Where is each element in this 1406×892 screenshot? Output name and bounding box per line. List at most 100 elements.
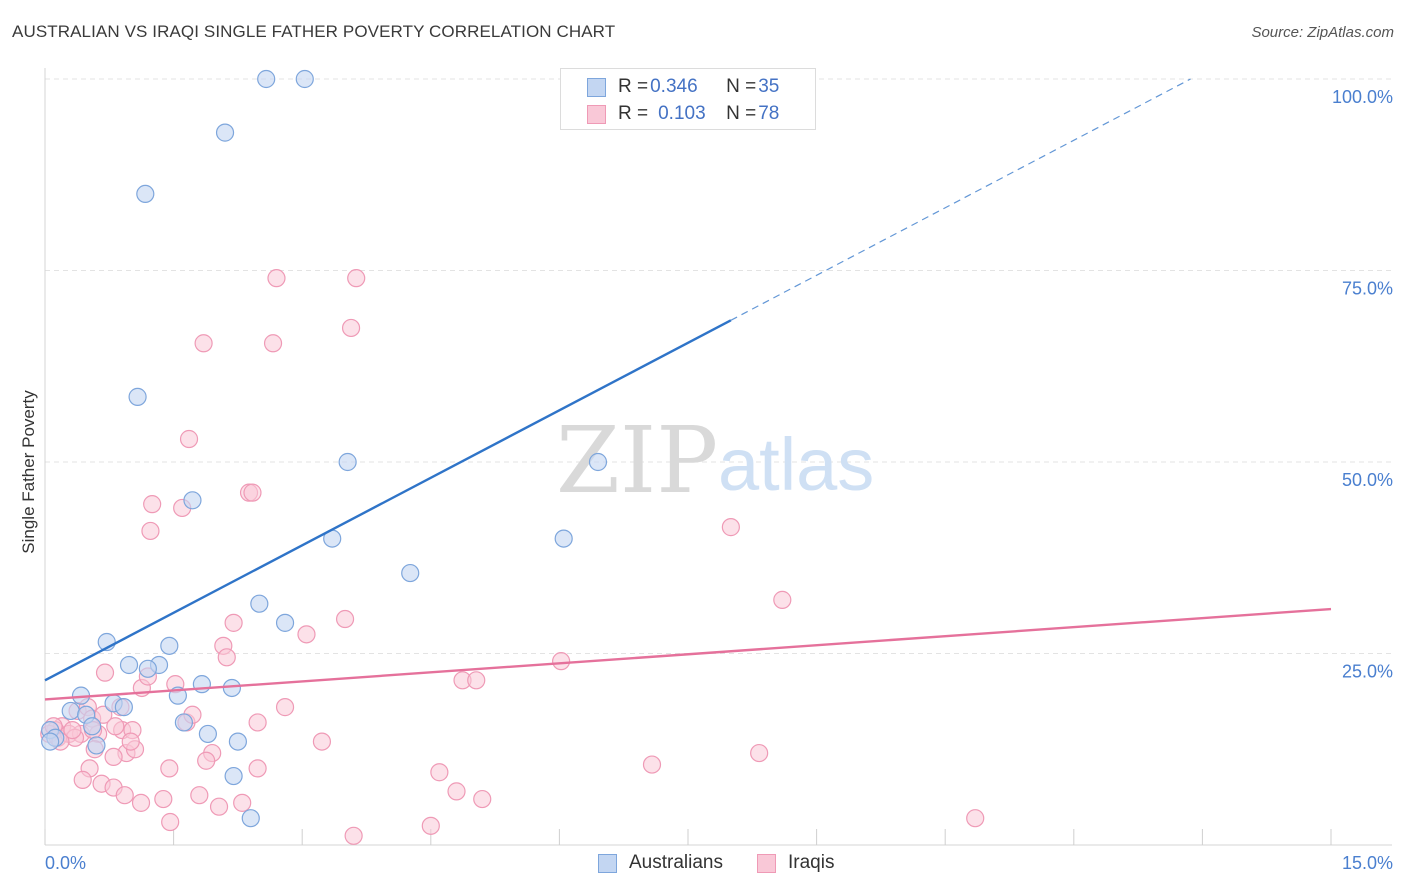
gridlines xyxy=(45,78,1392,654)
iraqis-swatch xyxy=(587,104,606,124)
australian-point xyxy=(295,69,314,89)
r-label: R = xyxy=(618,76,649,97)
stats-legend: R = 0.346 N = 35 R = 0.103 N = 78 xyxy=(560,68,816,130)
australian-point xyxy=(222,678,241,698)
r-label: R = xyxy=(618,103,649,124)
iraqi-point xyxy=(248,759,267,778)
iraqi-point xyxy=(552,652,571,671)
australian-point xyxy=(136,184,155,203)
legend-item-australians[interactable]: Australians xyxy=(598,852,723,874)
australian-point xyxy=(224,766,243,786)
australian-point xyxy=(215,123,235,142)
iraqi-point xyxy=(966,809,985,828)
iraqis-trend-line xyxy=(44,607,1332,701)
y-tick-label: 50.0% xyxy=(1342,470,1393,490)
australian-point xyxy=(241,809,260,828)
iraqi-point xyxy=(217,648,236,667)
n-label: N = xyxy=(726,103,757,124)
stats-row-australians: R = 0.346 N = 35 xyxy=(587,75,779,99)
n-value: 35 xyxy=(758,76,780,97)
iraqi-point xyxy=(197,751,216,770)
iraqi-point xyxy=(421,816,440,835)
iraqi-point xyxy=(473,789,492,809)
iraqi-point xyxy=(335,609,355,629)
australian-point xyxy=(192,675,211,694)
iraqi-point xyxy=(141,521,160,541)
iraqi-point xyxy=(447,782,466,801)
australian-point xyxy=(338,452,357,472)
iraqi-point xyxy=(773,590,792,609)
iraqi-point xyxy=(233,793,252,812)
iraqi-point xyxy=(104,747,123,767)
iraqi-point xyxy=(161,812,180,832)
r-value: 0.346 xyxy=(650,76,698,97)
watermark: ZIP atlas xyxy=(556,407,874,514)
australian-point xyxy=(138,659,157,678)
y-axis-label: Single Father Poverty xyxy=(19,390,38,554)
australian-point xyxy=(554,529,573,548)
iraqi-point xyxy=(341,318,361,338)
australian-point xyxy=(83,717,102,736)
iraqi-point xyxy=(143,495,162,514)
iraqi-point xyxy=(344,826,363,845)
australian-point xyxy=(275,613,295,632)
australian-point xyxy=(183,491,202,510)
iraqi-point xyxy=(63,720,82,740)
australians-series xyxy=(41,69,608,828)
australian-point xyxy=(228,732,247,751)
iraqi-point xyxy=(721,518,740,537)
chart-title: AUSTRALIAN VS IRAQI SINGLE FATHER POVERT… xyxy=(12,22,616,41)
series-legend: Australians Iraqis xyxy=(598,852,868,874)
iraqi-point xyxy=(248,713,267,732)
australians-trend-extension xyxy=(730,78,1191,321)
x-tick-label: 0.0% xyxy=(45,853,86,873)
iraqi-point xyxy=(312,732,332,751)
australian-point xyxy=(119,655,139,675)
iraqi-point xyxy=(131,793,151,812)
legend-label-australians: Australians xyxy=(629,852,723,873)
australian-point xyxy=(128,387,147,406)
iraqi-point xyxy=(243,483,262,502)
iraqi-point xyxy=(347,269,366,288)
iraqi-point xyxy=(115,786,134,805)
iraqi-point xyxy=(179,429,199,449)
axes xyxy=(44,68,1392,846)
australian-point xyxy=(174,713,193,732)
iraqi-point xyxy=(194,334,213,353)
y-tick-label: 75.0% xyxy=(1342,279,1393,299)
australian-point xyxy=(87,736,106,755)
iraqi-point xyxy=(642,755,662,774)
iraqi-point xyxy=(209,797,229,816)
tick-labels: Single Father Poverty 25.0% 50.0% 75.0% 100.… xyxy=(19,87,1393,873)
australians-swatch xyxy=(587,77,606,97)
iraqi-point xyxy=(267,269,286,288)
iraqi-point xyxy=(263,334,283,353)
iraqi-point xyxy=(750,743,769,763)
iraqi-point xyxy=(121,732,140,751)
iraqi-point xyxy=(224,613,243,632)
y-tick-label: 100.0% xyxy=(1332,87,1393,107)
iraqi-point xyxy=(190,786,209,805)
australian-point xyxy=(160,636,179,655)
watermark-zip: ZIP xyxy=(556,407,718,514)
iraqi-point xyxy=(297,625,316,644)
n-label: N = xyxy=(726,76,757,97)
australian-point xyxy=(588,452,608,472)
australian-point xyxy=(114,698,133,717)
australian-point xyxy=(250,594,269,613)
australian-point xyxy=(257,69,276,89)
legend-label-iraqis: Iraqis xyxy=(788,852,835,873)
legend-item-iraqis[interactable]: Iraqis xyxy=(757,852,834,874)
iraqi-point xyxy=(95,663,115,682)
y-tick-label: 25.0% xyxy=(1342,662,1393,682)
iraqi-point xyxy=(430,763,449,782)
iraqis-series xyxy=(40,269,985,845)
watermark-atlas: atlas xyxy=(718,423,874,506)
x-tick-label: 15.0% xyxy=(1342,853,1393,873)
source-label: Source: ZipAtlas.com xyxy=(1251,24,1394,41)
stats-row-iraqis: R = 0.103 N = 78 xyxy=(587,102,779,126)
iraqi-point xyxy=(73,770,92,789)
iraqi-point xyxy=(154,789,173,809)
trend-lines xyxy=(44,78,1332,701)
